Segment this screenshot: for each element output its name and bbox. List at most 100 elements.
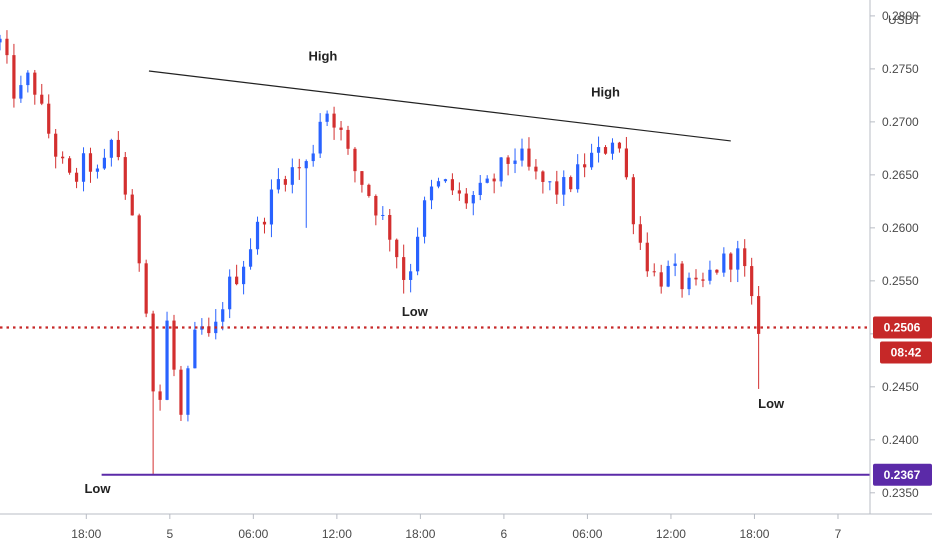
candle-body [26, 72, 30, 86]
x-tick-label: 12:00 [656, 527, 686, 541]
candle-body [116, 139, 120, 158]
candle-body [422, 200, 427, 237]
candle-body [186, 368, 190, 415]
candle-body [603, 147, 608, 154]
candle-body [596, 147, 601, 153]
candle-body [33, 72, 37, 95]
candle-body [367, 184, 371, 196]
candle-body [673, 263, 677, 266]
candle-body [513, 160, 517, 164]
candle-body [485, 178, 489, 183]
candle-body [207, 326, 211, 334]
candle-body [88, 153, 93, 172]
x-tick-label: 18:00 [405, 527, 435, 541]
candle-body [19, 85, 23, 99]
candle-body [61, 156, 65, 159]
candle-body [701, 279, 705, 281]
candle-body [541, 171, 545, 182]
candle-body [360, 171, 364, 185]
current-price-badge [873, 316, 932, 339]
y-tick-label: 0.2750 [882, 62, 919, 76]
candle-body [680, 263, 684, 290]
candle-body [471, 195, 475, 204]
x-tick-label: 06:00 [238, 527, 268, 541]
time-axis[interactable] [0, 514, 932, 550]
resistance-trendline[interactable] [148, 70, 731, 142]
plot-area[interactable] [0, 0, 870, 514]
candle-body [290, 167, 294, 185]
candle-body [708, 269, 712, 281]
annotation-high[interactable]: High [308, 48, 337, 63]
candle-body [576, 164, 580, 190]
support-level-label: 0.2367 [884, 468, 921, 482]
candle-body [750, 266, 754, 297]
x-tick-label: 6 [501, 527, 508, 541]
candle-body [402, 257, 406, 280]
candle-body [388, 215, 392, 240]
candle-body [221, 309, 225, 322]
candle-body [631, 177, 635, 225]
candle-body [638, 224, 642, 243]
price-axis[interactable] [870, 0, 932, 550]
candle-body [54, 133, 58, 157]
x-tick-labels: 18:00 5 06:00 12:00 18:00 6 06:00 12:00 18:00 7 [71, 514, 842, 541]
candle-body [276, 179, 280, 190]
candle-body [436, 181, 441, 187]
candle-body [555, 181, 559, 195]
y-tick-label: 0.2400 [882, 433, 919, 447]
candle-body [624, 148, 628, 178]
y-tick-label: 0.2600 [882, 221, 919, 235]
candle-body [722, 253, 726, 273]
candle-body [269, 189, 274, 225]
candle-body [416, 236, 420, 272]
support-level-badge [873, 463, 932, 486]
candle-body [569, 177, 573, 190]
candle-body [374, 195, 378, 216]
candle-body [325, 113, 329, 122]
candle-body [645, 242, 649, 272]
candle-body [123, 157, 127, 195]
y-tick-label: 0.2800 [882, 9, 919, 23]
annotation-low[interactable]: Low [758, 396, 785, 411]
candle-body [193, 329, 197, 369]
candle-body [179, 369, 183, 415]
annotation-low[interactable]: Low [402, 304, 429, 319]
candle-body [666, 265, 670, 287]
candle-body [332, 113, 336, 128]
candle-body [248, 249, 253, 267]
candle-body [95, 168, 100, 172]
candle-body [687, 277, 691, 290]
candle-body [757, 296, 761, 334]
candle-body [527, 148, 531, 167]
candle-body [534, 166, 538, 172]
candle-body [395, 239, 399, 258]
current-price-label: 0.2506 [884, 320, 921, 334]
candle-body [492, 178, 496, 182]
x-tick-label: 18:00 [739, 527, 769, 541]
candle-body [409, 271, 413, 280]
overlays-layer: High High Low Low Low [0, 48, 870, 496]
candle-body [729, 253, 733, 270]
candle-body [736, 248, 740, 270]
candle-body [242, 266, 246, 285]
candle-body [151, 313, 155, 392]
candle-body [130, 194, 134, 216]
candle-body [102, 157, 106, 169]
annotation-low[interactable]: Low [84, 481, 111, 496]
candle-body [583, 164, 587, 168]
candle-body [311, 153, 315, 162]
y-tick-label: 0.2700 [882, 115, 919, 129]
annotation-high[interactable]: High [591, 84, 620, 99]
candle-body [478, 182, 482, 196]
candle-body [172, 320, 176, 370]
x-tick-label: 5 [166, 527, 173, 541]
candle-body [562, 177, 566, 195]
candle-body [464, 193, 468, 204]
candle-body [235, 276, 239, 285]
candle-countdown-badge [880, 341, 932, 364]
candle-body [590, 152, 594, 168]
candle-body [652, 271, 656, 273]
candle-body [617, 142, 622, 149]
